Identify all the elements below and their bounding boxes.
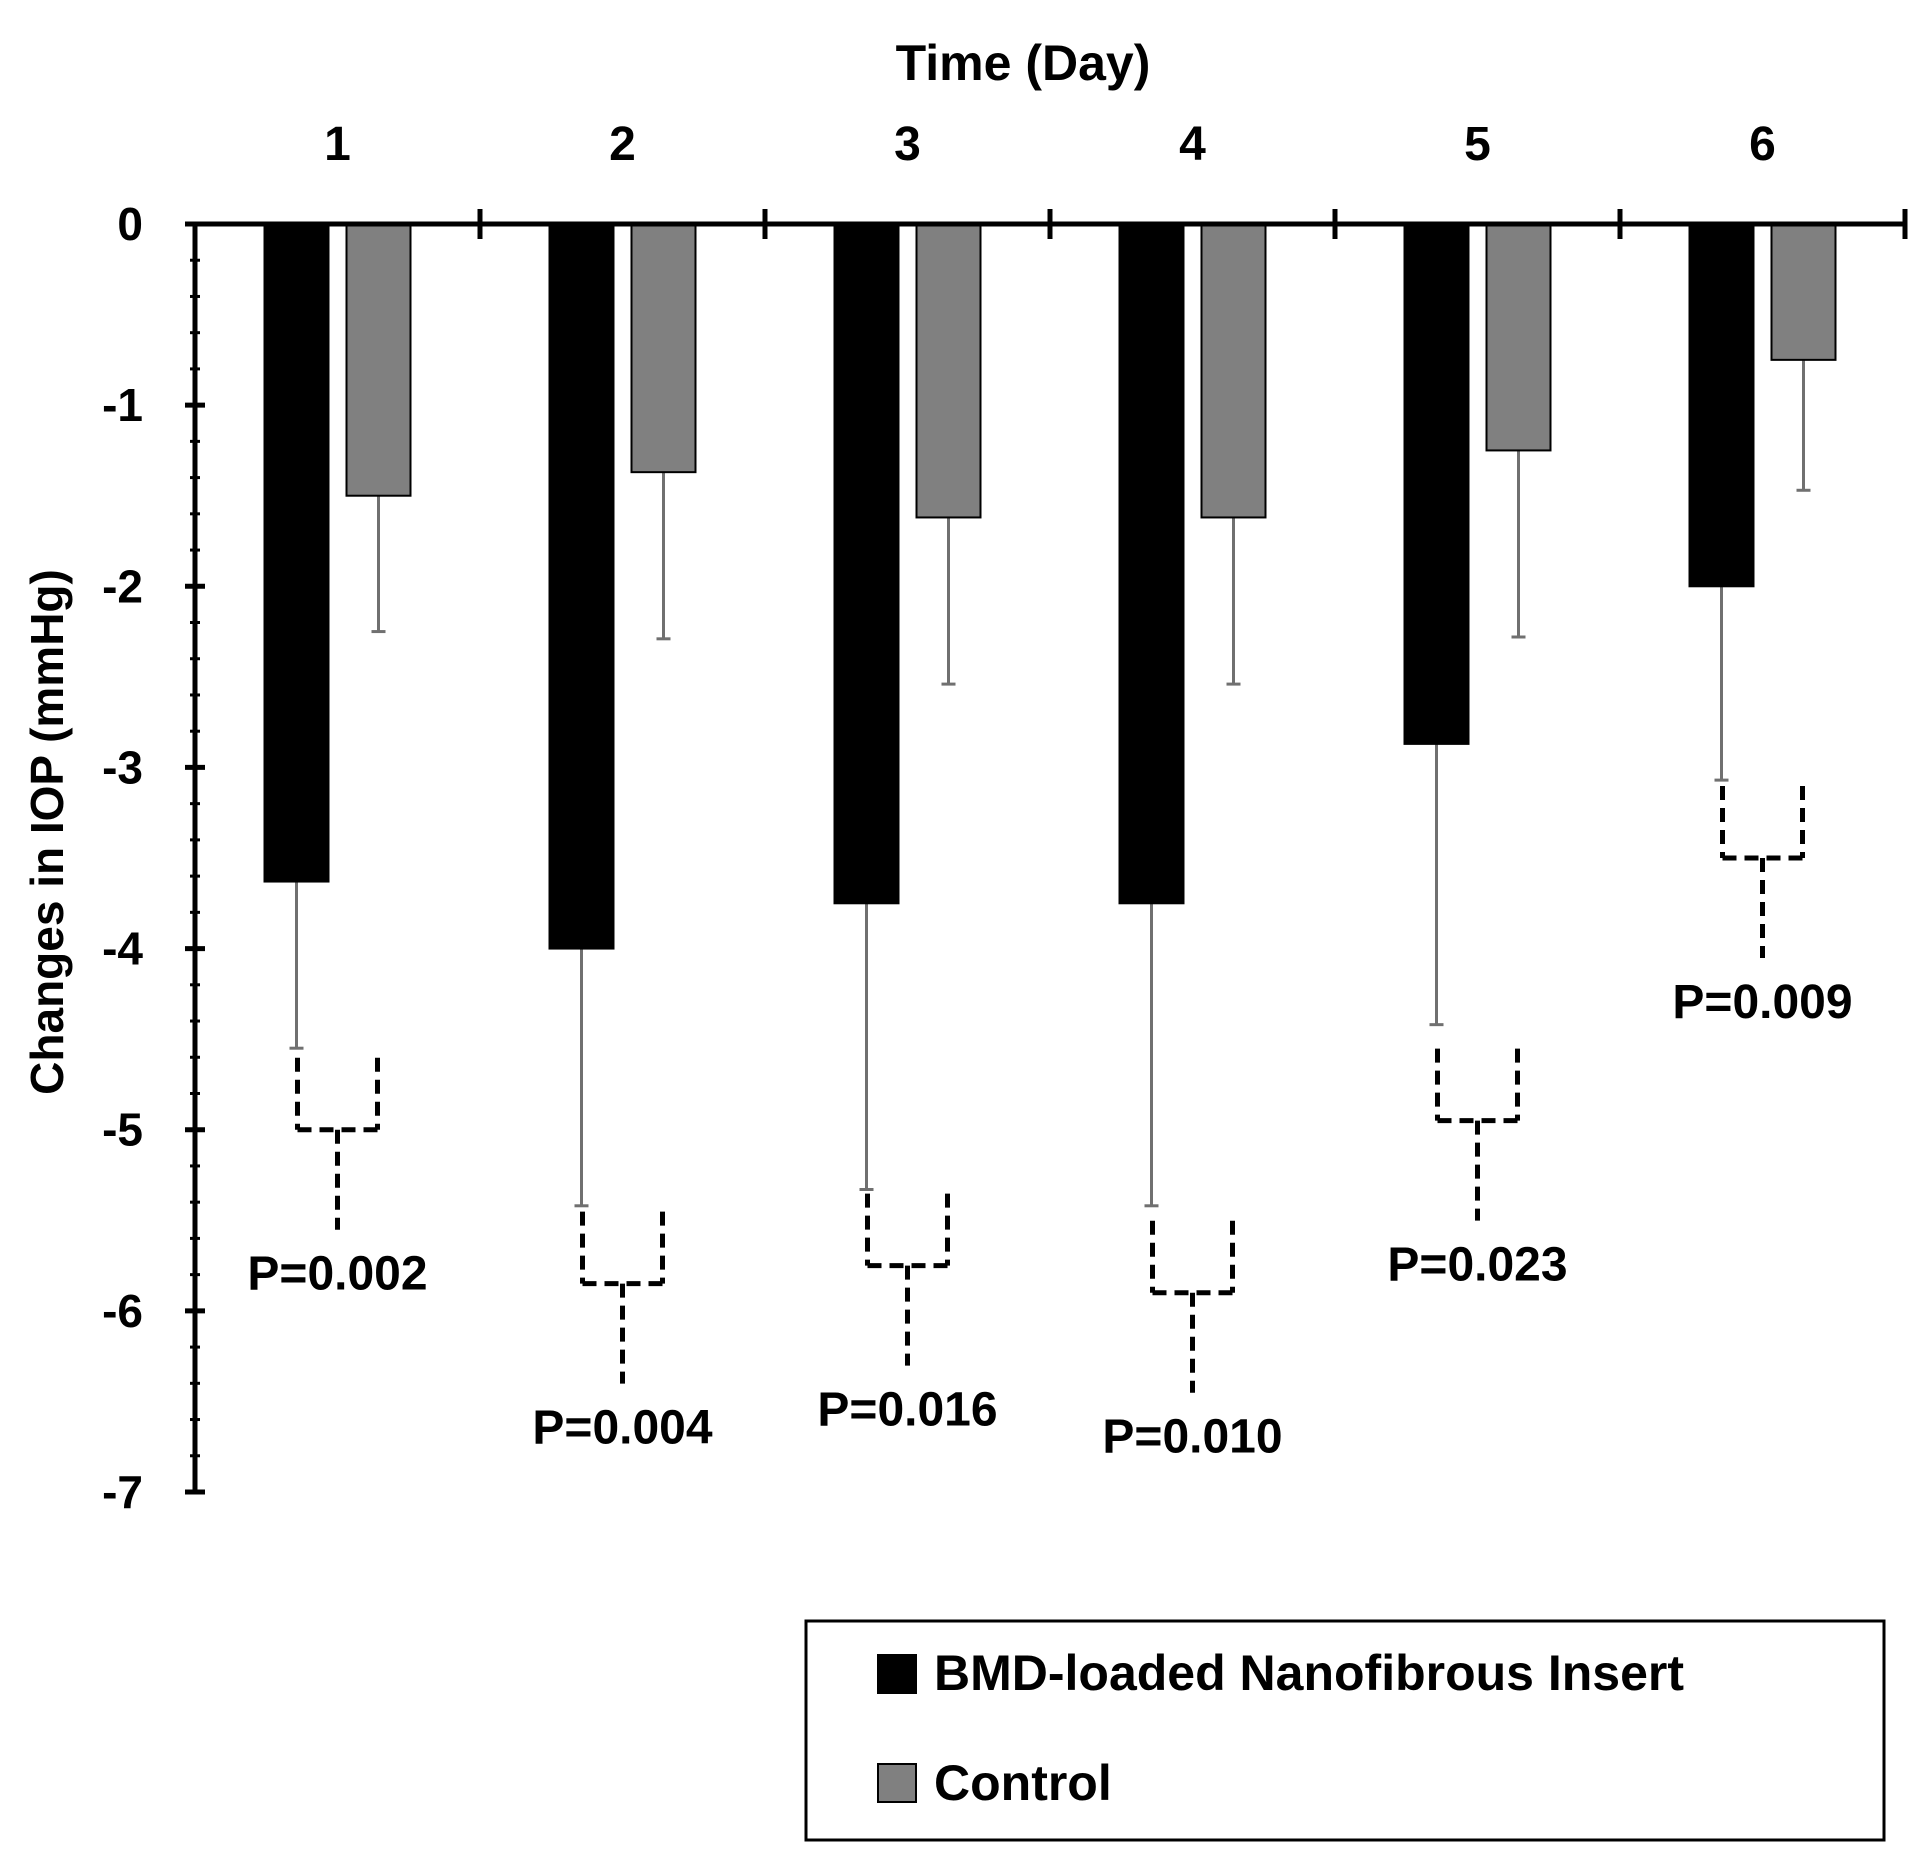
p-value-label-day-3: P=0.016 <box>817 1384 997 1437</box>
bar-bmd-day-3 <box>833 223 900 905</box>
x-tick-label: 5 <box>1464 118 1491 171</box>
p-value-label-day-2: P=0.004 <box>532 1402 712 1455</box>
bar-bmd-day-5 <box>1403 223 1470 745</box>
significance-bracket-day-5 <box>1435 1048 1520 1221</box>
y-tick-label: -5 <box>102 1104 143 1156</box>
bar-control-day-2 <box>630 223 697 474</box>
x-tick-label: 1 <box>324 118 351 171</box>
x-tick-label: 4 <box>1179 118 1206 171</box>
p-value-label-day-4: P=0.010 <box>1102 1411 1282 1464</box>
labels: 0 -1 -2 -3 -4 -5 -6 -7 1 2 3 4 5 6 P=0.002 P=0.004 P=0.0… <box>102 118 1852 1518</box>
legend-label-bmd: BMD-loaded Nanofibrous Insert <box>934 1645 1684 1701</box>
bar-control-day-5 <box>1485 223 1552 452</box>
legend-label-control: Control <box>934 1755 1112 1811</box>
x-tick-label: 3 <box>894 118 921 171</box>
bar-control-day-1 <box>345 223 412 497</box>
x-tick-label: 6 <box>1749 118 1776 171</box>
bar-bmd-day-2 <box>548 223 615 950</box>
bars <box>263 223 1837 950</box>
significance-bracket-day-1 <box>295 1057 380 1230</box>
legend-box <box>804 1619 1886 1842</box>
y-tick-label: 0 <box>117 198 143 250</box>
significance-bracket-day-4 <box>1150 1220 1235 1393</box>
p-value-label-day-5: P=0.023 <box>1387 1239 1567 1292</box>
legend-swatch-bmd <box>877 1654 917 1694</box>
p-value-label-day-6: P=0.009 <box>1672 976 1852 1029</box>
significance-bracket-day-6 <box>1720 786 1805 958</box>
x-tick-label: 2 <box>609 118 636 171</box>
bar-bmd-day-6 <box>1688 223 1755 588</box>
y-axis-title: Changes in IOP (mmHg) <box>21 569 73 1095</box>
y-tick-label: -6 <box>102 1285 143 1337</box>
bar-control-day-4 <box>1200 223 1267 519</box>
bar-bmd-day-1 <box>263 223 330 883</box>
significance-bracket-day-3 <box>865 1193 950 1366</box>
p-value-label-day-1: P=0.002 <box>247 1248 427 1301</box>
y-tick-label: -4 <box>102 923 143 975</box>
bar-bmd-day-4 <box>1118 223 1185 905</box>
axes <box>185 209 1908 1495</box>
legend: BMD-loaded Nanofibrous Insert Control <box>804 1619 1886 1842</box>
significance-brackets <box>295 786 1805 1393</box>
bar-control-day-3 <box>915 223 982 519</box>
y-tick-label: -2 <box>102 560 143 612</box>
x-axis-title: Time (Day) <box>896 35 1151 91</box>
bar-control-day-6 <box>1770 223 1837 361</box>
y-tick-label: -1 <box>102 379 143 431</box>
significance-bracket-day-2 <box>580 1211 665 1384</box>
y-tick-label: -3 <box>102 741 143 793</box>
y-tick-label: -7 <box>102 1466 143 1518</box>
legend-swatch-control <box>877 1763 917 1803</box>
error-bars <box>289 227 1811 1208</box>
